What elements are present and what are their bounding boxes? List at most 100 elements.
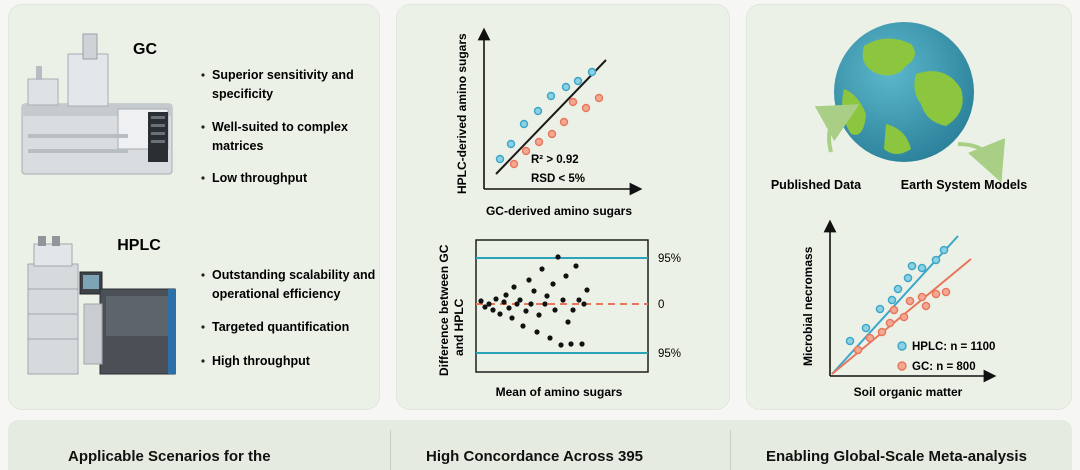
difference-point bbox=[501, 299, 507, 305]
hplc-point bbox=[861, 323, 871, 333]
footer-col-2: High Concordance Across 395 bbox=[426, 448, 644, 465]
hplc-point bbox=[917, 263, 927, 273]
gc-point bbox=[509, 159, 519, 169]
difference-point bbox=[506, 305, 512, 311]
difference-point bbox=[514, 301, 520, 307]
bland-altman-plot: 95% 0 95% Difference between GC and HPLC… bbox=[437, 239, 681, 399]
gc-point bbox=[941, 287, 951, 297]
correlation-x-label: GC-derived amino sugars bbox=[486, 204, 632, 218]
difference-point bbox=[579, 341, 585, 347]
difference-point bbox=[563, 273, 569, 279]
bullet-icon bbox=[201, 73, 205, 77]
gc-point bbox=[521, 146, 531, 156]
gc-point bbox=[921, 301, 931, 311]
bullet-icon bbox=[201, 125, 205, 129]
gc-point bbox=[559, 117, 569, 127]
hplc-point bbox=[931, 255, 941, 265]
gc-bullet-1: Superior sensitivity and bbox=[212, 68, 354, 82]
difference-point bbox=[544, 293, 550, 299]
earth-models-arrow-icon bbox=[957, 137, 1006, 183]
difference-point bbox=[497, 311, 503, 317]
hplc-instrument-icon bbox=[27, 236, 176, 375]
hplc-point bbox=[519, 119, 529, 129]
hplc-point bbox=[587, 67, 597, 77]
gc-point bbox=[889, 305, 899, 315]
footer-divider bbox=[730, 430, 731, 470]
hplc-trend-line bbox=[831, 235, 959, 375]
difference-point bbox=[534, 329, 540, 335]
hplc-point bbox=[887, 295, 897, 305]
gc-point bbox=[581, 103, 591, 113]
legend-hplc-marker bbox=[897, 341, 907, 351]
difference-point bbox=[526, 277, 532, 283]
upper-limit-label: 95% bbox=[658, 253, 681, 265]
gc-point bbox=[865, 333, 875, 343]
difference-point bbox=[550, 281, 556, 287]
gc-point bbox=[931, 289, 941, 299]
hplc-point bbox=[845, 336, 855, 346]
gc-point bbox=[885, 318, 895, 328]
hplc-bullet-1b: operational efficiency bbox=[212, 287, 341, 301]
rsd-label: RSD < 5% bbox=[531, 173, 585, 185]
earth-models-label: Earth System Models bbox=[901, 178, 1027, 192]
difference-point bbox=[576, 297, 582, 303]
difference-point bbox=[542, 301, 548, 307]
published-data-arrow-icon bbox=[814, 104, 860, 153]
difference-point bbox=[486, 301, 492, 307]
footer-band: Applicable Scenarios for the High Concor… bbox=[8, 420, 1072, 470]
footer-divider bbox=[390, 430, 391, 470]
legend-hplc: HPLC: n = 1100 bbox=[912, 341, 995, 353]
difference-point bbox=[573, 263, 579, 269]
gc-title: GC bbox=[133, 41, 157, 58]
bullet-icon bbox=[201, 176, 205, 180]
difference-point bbox=[528, 301, 534, 307]
concordance-panel: R² > 0.92 RSD < 5% HPLC-derived amino su… bbox=[396, 4, 730, 410]
hplc-bullet-2: Targeted quantification bbox=[212, 320, 349, 334]
bullet-icon bbox=[201, 325, 205, 329]
correlation-points bbox=[495, 67, 604, 169]
bland-altman-x-label: Mean of amino sugars bbox=[496, 385, 623, 399]
difference-point bbox=[560, 297, 566, 303]
methods-panel: GC Superior sensitivity and specificity … bbox=[8, 4, 380, 410]
gc-instrument-icon bbox=[21, 33, 173, 175]
gc-bullet-2b: matrices bbox=[212, 139, 263, 153]
methods-text: GC Superior sensitivity and specificity … bbox=[117, 41, 375, 368]
legend-gc: GC: n = 800 bbox=[912, 361, 976, 373]
instrument-illustrations bbox=[21, 33, 176, 375]
difference-point bbox=[520, 323, 526, 329]
difference-point bbox=[584, 287, 590, 293]
global-panel: Published Data Earth System Models HPLC:… bbox=[746, 4, 1072, 410]
difference-point bbox=[478, 298, 484, 304]
necromass-y-label: Microbial necromass bbox=[801, 246, 815, 366]
gc-bullet-3: Low throughput bbox=[212, 171, 308, 185]
gc-bullet-2: Well-suited to complex bbox=[212, 120, 348, 134]
gc-point bbox=[899, 312, 909, 322]
difference-point bbox=[558, 342, 564, 348]
difference-point bbox=[536, 312, 542, 318]
bland-altman-frame bbox=[475, 239, 649, 373]
hplc-point bbox=[893, 284, 903, 294]
difference-point bbox=[568, 341, 574, 347]
difference-point bbox=[570, 307, 576, 313]
footer-col-1: Applicable Scenarios for the bbox=[68, 448, 271, 465]
gc-point bbox=[534, 137, 544, 147]
difference-point bbox=[511, 284, 517, 290]
bland-altman-points bbox=[478, 254, 590, 348]
difference-point bbox=[509, 315, 515, 321]
correlation-plot: R² > 0.92 RSD < 5% HPLC-derived amino su… bbox=[455, 27, 643, 218]
published-data-label: Published Data bbox=[771, 178, 862, 192]
hplc-point bbox=[495, 154, 505, 164]
difference-point bbox=[547, 335, 553, 341]
difference-point bbox=[565, 319, 571, 325]
hplc-title: HPLC bbox=[117, 237, 161, 254]
legend-gc-marker bbox=[897, 361, 907, 371]
gc-point bbox=[917, 292, 927, 302]
hplc-point bbox=[907, 261, 917, 271]
difference-point bbox=[503, 292, 509, 298]
difference-point bbox=[539, 266, 545, 272]
difference-point bbox=[517, 297, 523, 303]
difference-point bbox=[552, 307, 558, 313]
difference-point bbox=[581, 301, 587, 307]
hplc-point bbox=[903, 273, 913, 283]
difference-point bbox=[523, 308, 529, 314]
